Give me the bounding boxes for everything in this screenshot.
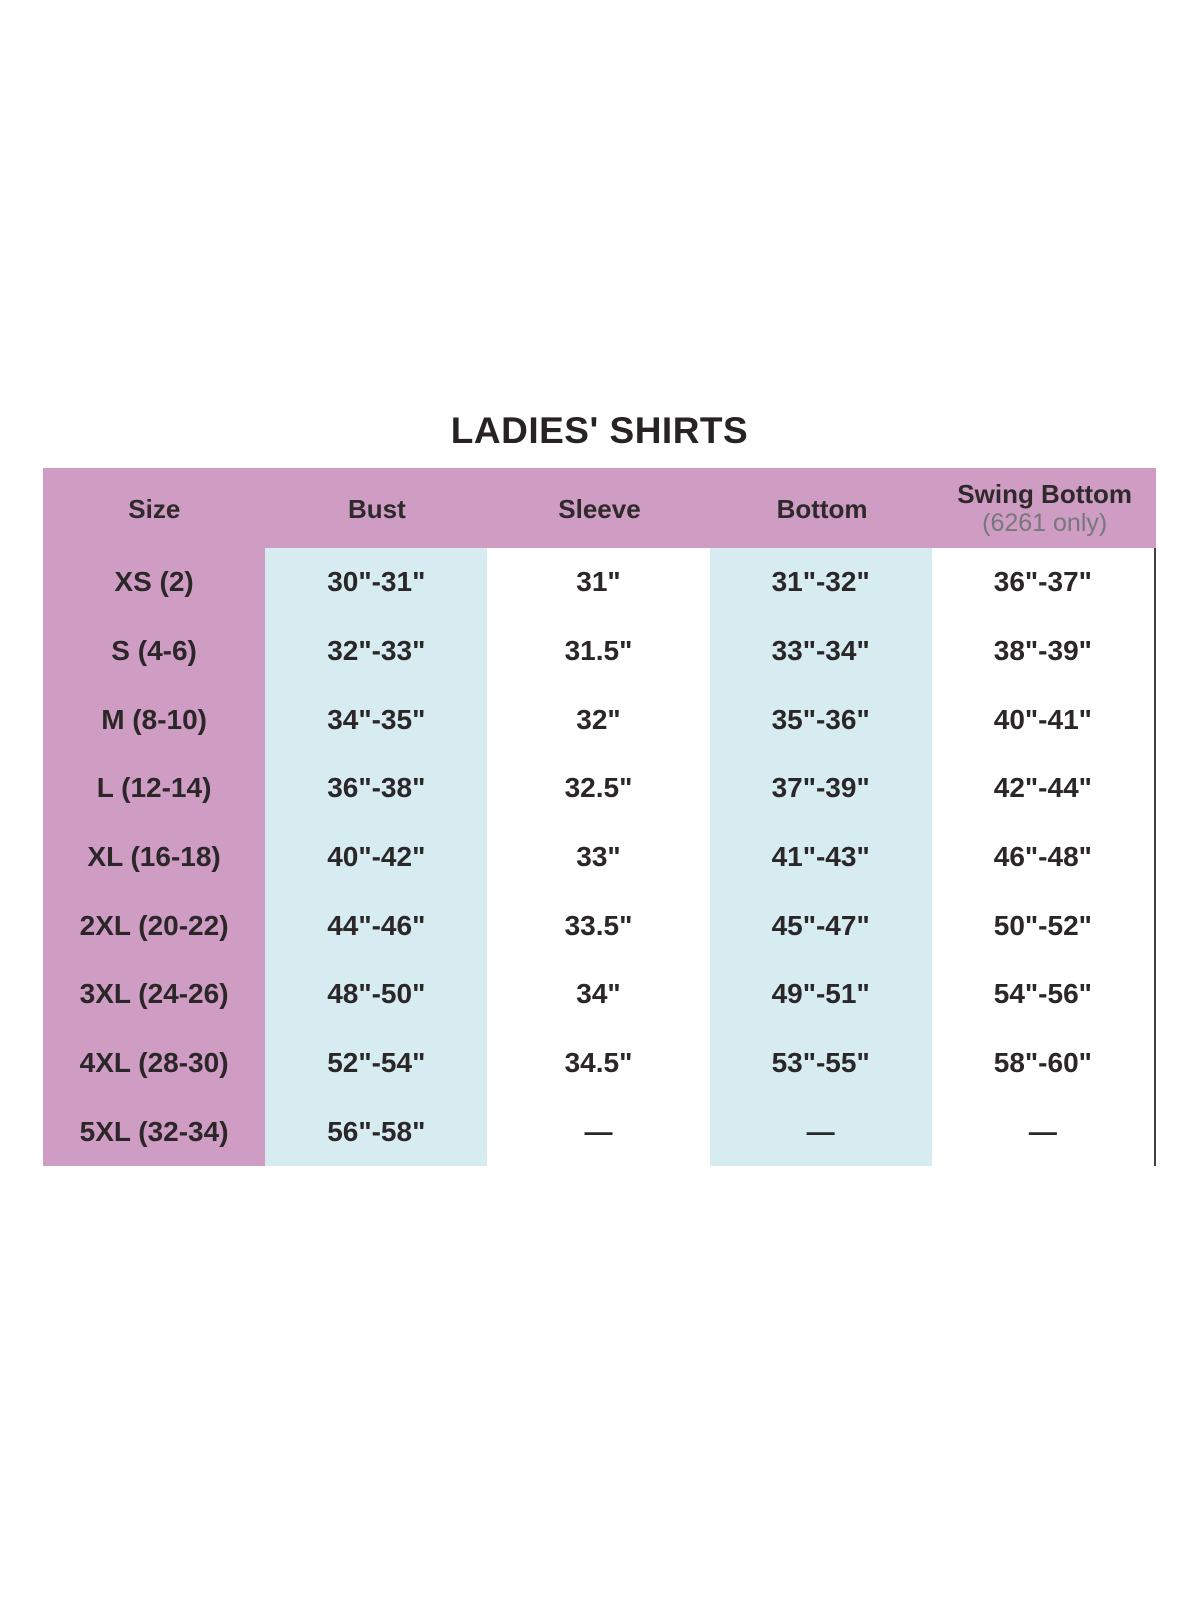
cell-sleeve: 31": [487, 548, 710, 617]
cell-bust: 48"-50": [265, 960, 488, 1029]
table-header-row: Size Bust Sleeve Bottom Swing Bottom (62…: [43, 468, 1156, 548]
table-row: L (12-14) 36"-38" 32.5" 37"-39" 42"-44": [43, 754, 1154, 823]
column-header-label: Bust: [348, 493, 406, 524]
cell-bust: 34"-35": [265, 685, 488, 755]
cell-bottom: 31"-32": [709, 548, 932, 617]
cell-sleeve: 32.5": [487, 754, 710, 823]
size-chart-table: Size Bust Sleeve Bottom Swing Bottom (62…: [43, 468, 1156, 1167]
cell-size: 2XL (20-22): [43, 891, 266, 961]
cell-swing-bottom: 36"-37": [931, 548, 1154, 617]
cell-bust: 30"-31": [265, 548, 488, 617]
table-row: XL (16-18) 40"-42" 33" 41"-43" 46"-48": [43, 822, 1154, 892]
cell-bust: 32"-33": [265, 616, 488, 686]
cell-size: 3XL (24-26): [43, 960, 266, 1029]
column-header-label: Swing Bottom: [957, 479, 1133, 510]
table-row: 3XL (24-26) 48"-50" 34" 49"-51" 54"-56": [43, 960, 1154, 1029]
column-header-label: Sleeve: [558, 493, 641, 524]
cell-swing-bottom: 46"-48": [931, 822, 1154, 892]
cell-bottom: 45"-47": [709, 891, 932, 961]
cell-bottom: 35"-36": [709, 685, 932, 755]
column-header-subnote: (6261 only): [982, 508, 1108, 537]
cell-swing-bottom: —: [931, 1097, 1154, 1167]
cell-bottom: 49"-51": [709, 960, 932, 1029]
cell-swing-bottom: 42"-44": [931, 754, 1154, 823]
cell-size: M (8-10): [43, 685, 266, 755]
cell-sleeve: 34.5": [487, 1028, 710, 1098]
column-header-sleeve: Sleeve: [488, 468, 711, 548]
table-row: 4XL (28-30) 52"-54" 34.5" 53"-55" 58"-60": [43, 1028, 1154, 1098]
column-header-size: Size: [43, 468, 266, 548]
cell-bust: 44"-46": [265, 891, 488, 961]
cell-size: L (12-14): [43, 754, 266, 823]
cell-size: XL (16-18): [43, 822, 266, 892]
cell-sleeve: 32": [487, 685, 710, 755]
cell-size: S (4-6): [43, 616, 266, 686]
column-header-bust: Bust: [266, 468, 489, 548]
table-row: XS (2) 30"-31" 31" 31"-32" 36"-37": [43, 548, 1154, 617]
column-header-label: Size: [128, 493, 181, 524]
cell-size: 4XL (28-30): [43, 1028, 266, 1098]
cell-sleeve: 33": [487, 822, 710, 892]
cell-sleeve: 33.5": [487, 891, 710, 961]
column-header-bottom: Bottom: [711, 468, 934, 548]
table-row: 2XL (20-22) 44"-46" 33.5" 45"-47" 50"-52": [43, 891, 1154, 961]
cell-size: 5XL (32-34): [43, 1097, 266, 1167]
cell-bottom: —: [709, 1097, 932, 1167]
column-header-label: Bottom: [776, 493, 868, 524]
cell-bust: 40"-42": [265, 822, 488, 892]
cell-sleeve: 34": [487, 960, 710, 1029]
table-row: S (4-6) 32"-33" 31.5" 33"-34" 38"-39": [43, 616, 1154, 686]
table-body: XS (2) 30"-31" 31" 31"-32" 36"-37" S (4-6) 32"…: [43, 548, 1156, 1167]
cell-swing-bottom: 54"-56": [931, 960, 1154, 1029]
cell-sleeve: —: [487, 1097, 710, 1167]
cell-bottom: 37"-39": [709, 754, 932, 823]
column-header-swing-bottom: Swing Bottom (6261 only): [933, 468, 1156, 548]
cell-bust: 36"-38": [265, 754, 488, 823]
page-title: LADIES' SHIRTS: [450, 410, 749, 451]
cell-bust: 52"-54": [265, 1028, 488, 1098]
cell-swing-bottom: 40"-41": [931, 685, 1154, 755]
cell-swing-bottom: 38"-39": [931, 616, 1154, 686]
cell-bust: 56"-58": [265, 1097, 488, 1167]
cell-swing-bottom: 58"-60": [931, 1028, 1154, 1098]
table-row: 5XL (32-34) 56"-58" — — —: [43, 1097, 1154, 1167]
cell-swing-bottom: 50"-52": [931, 891, 1154, 961]
cell-bottom: 33"-34": [709, 616, 932, 686]
table-row: M (8-10) 34"-35" 32" 35"-36" 40"-41": [43, 685, 1154, 755]
cell-size: XS (2): [43, 548, 266, 617]
cell-bottom: 41"-43": [709, 822, 932, 892]
cell-sleeve: 31.5": [487, 616, 710, 686]
cell-bottom: 53"-55": [709, 1028, 932, 1098]
